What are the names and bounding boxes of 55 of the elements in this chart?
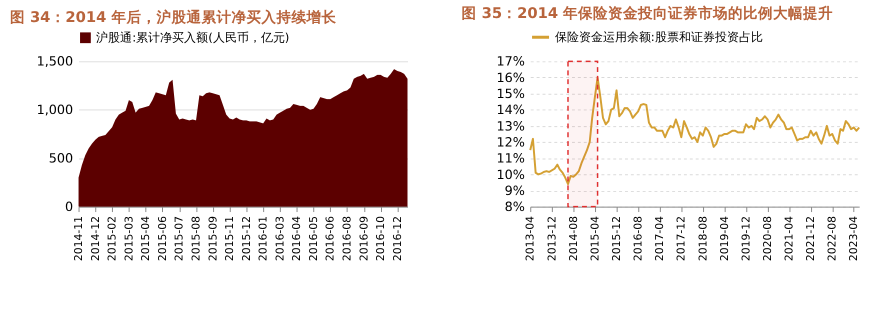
y-tick-label: 9% [504, 184, 525, 199]
x-tick-label: 2016-01 [256, 216, 270, 262]
x-tick-label: 2016-09 [357, 216, 370, 262]
x-tick-label: 2015-06 [156, 216, 169, 262]
x-tick-label: 2015-12 [240, 216, 253, 262]
line-series [529, 76, 860, 186]
x-tick-label: 2016-06 [324, 216, 337, 262]
x-tick-label: 2017-12 [674, 216, 688, 262]
x-tick-label: 2019-04 [718, 216, 731, 262]
x-tick-label: 2016-12 [390, 216, 404, 262]
x-tick-label: 2016-05 [306, 216, 320, 262]
chart-title: 图 35：2014 年保险资金投向证券市场的比例大幅提升 [462, 4, 834, 22]
x-tick-label: 2016-08 [340, 216, 354, 262]
x-tick-label: 2016-03 [273, 216, 286, 262]
y-tick-label: 16% [496, 70, 525, 86]
y-tick-label: 13% [496, 119, 525, 134]
y-tick-label: 500 [48, 152, 74, 167]
x-tick-label: 2016-04 [290, 216, 304, 262]
x-tick-label: 2015-04 [588, 216, 602, 262]
y-tick-label: 11% [496, 152, 525, 167]
legend-label: 沪股通:累计净买入额(人民币，亿元) [96, 30, 290, 45]
x-tick-label: 2015-12 [610, 216, 623, 262]
x-tick-label: 2014-08 [566, 216, 580, 262]
y-tick-label: 1,500 [36, 54, 74, 70]
x-tick-label: 2018-08 [696, 216, 710, 262]
x-tick-label: 2016-08 [632, 216, 645, 262]
x-tick-label: 2015-03 [122, 216, 136, 262]
x-tick-label: 2020-08 [761, 216, 774, 262]
chart-title: 图 34：2014 年后，沪股通累计净买入持续增长 [10, 8, 338, 26]
y-tick-label: 17% [496, 54, 525, 70]
x-tick-label: 2013-04 [524, 216, 537, 262]
x-tick-label: 2013-12 [545, 216, 558, 262]
legend-label: 保险资金运用余额:股票和证券投资占比 [554, 30, 763, 44]
x-tick-label: 2014-12 [88, 216, 102, 262]
y-tick-label: 14% [496, 103, 525, 118]
x-tick-label: 2021-04 [782, 216, 796, 262]
x-tick-label: 2015-02 [106, 216, 119, 262]
x-tick-label: 2019-12 [739, 216, 752, 262]
y-tick-label: 8% [504, 200, 525, 216]
y-tick-label: 0 [65, 200, 74, 216]
y-tick-label: 15% [496, 87, 525, 102]
x-tick-label: 2015-04 [139, 216, 152, 262]
x-tick-label: 2014-11 [72, 216, 85, 262]
x-tick-label: 2015-07 [172, 216, 186, 262]
x-tick-label: 2016-10 [374, 216, 388, 262]
x-tick-label: 2022-08 [826, 216, 839, 262]
x-tick-label: 2015-11 [223, 216, 236, 262]
x-tick-label: 2015-08 [189, 216, 202, 262]
x-tick-label: 2023-04 [847, 216, 860, 262]
x-tick-label: 2021-12 [804, 216, 818, 262]
x-tick-label: 2015-09 [206, 216, 220, 262]
x-tick-label: 2017-04 [653, 216, 666, 262]
y-tick-label: 12% [496, 135, 525, 150]
y-tick-label: 1,000 [36, 103, 74, 118]
y-tick-label: 10% [496, 168, 525, 183]
